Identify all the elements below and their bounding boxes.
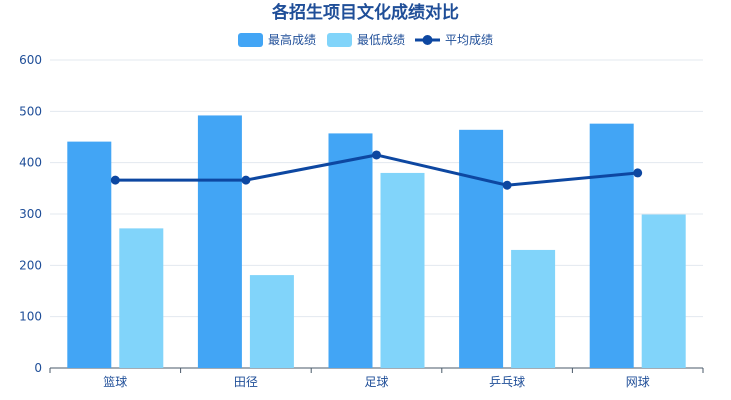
y-tick-label: 400 (19, 156, 42, 170)
avg-line (115, 153, 638, 187)
x-tick-label: 足球 (364, 375, 388, 389)
x-axis: 篮球 田径 足球 乒乓球 网球 (49, 367, 704, 389)
y-tick-label: 500 (19, 104, 42, 118)
legend-label-2[interactable]: 平均成绩 (445, 33, 493, 47)
avg-point-2[interactable] (372, 150, 381, 160)
y-axis: 0 100 200 300 400 500 600 (19, 53, 42, 375)
bar-min-3[interactable] (511, 249, 556, 368)
x-tick-label: 网球 (626, 375, 650, 389)
bar-min-4[interactable] (641, 214, 686, 368)
y-tick-label: 300 (19, 207, 42, 221)
legend-swatch-1[interactable] (327, 33, 352, 47)
bar-max-0[interactable] (67, 141, 112, 368)
avg-point-3[interactable] (502, 180, 512, 190)
bar-min-2[interactable] (380, 172, 425, 368)
legend-label-0[interactable]: 最高成绩 (268, 32, 316, 47)
y-tick-label: 200 (19, 258, 42, 272)
chart-title: 各招生项目文化成绩对比 (271, 2, 459, 23)
y-tick-label: 0 (34, 361, 42, 375)
x-tick-label: 田径 (234, 375, 258, 389)
line-series (110, 150, 643, 190)
bar-min-1[interactable] (249, 275, 294, 368)
avg-point-4[interactable] (633, 168, 643, 178)
legend-swatch-0[interactable] (238, 33, 263, 47)
bars (67, 115, 686, 368)
legend-line-marker[interactable] (422, 35, 433, 45)
x-tick-label: 篮球 (103, 374, 127, 389)
bar-max-2[interactable] (328, 133, 373, 368)
y-tick-label: 100 (19, 310, 42, 324)
x-tick-label: 乒乓球 (489, 375, 525, 389)
legend: 最高成绩 最低成绩 平均成绩 (238, 32, 493, 47)
legend-label-1[interactable]: 最低成绩 (357, 33, 405, 47)
bar-max-4[interactable] (589, 123, 634, 368)
bar-min-0[interactable] (119, 228, 164, 368)
avg-point-1[interactable] (241, 175, 251, 185)
bar-max-3[interactable] (459, 129, 504, 368)
y-tick-label: 600 (19, 53, 42, 67)
bar-max-1[interactable] (197, 115, 242, 368)
avg-point-0[interactable] (110, 175, 120, 185)
